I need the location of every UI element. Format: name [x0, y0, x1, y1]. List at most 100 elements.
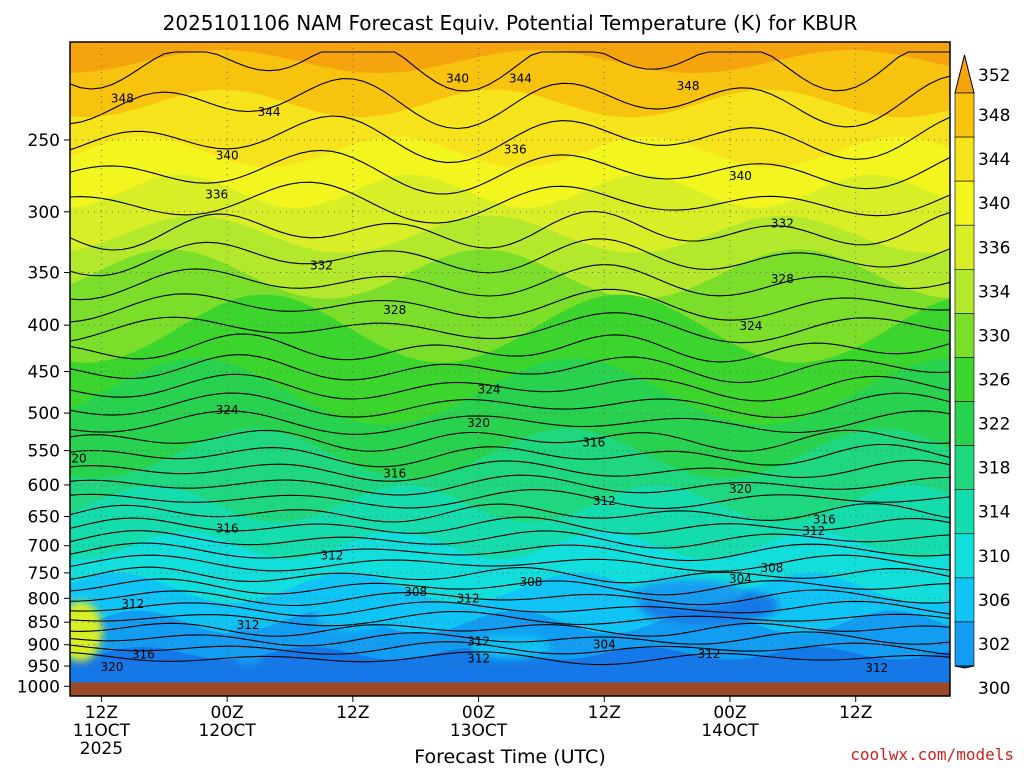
contour-line: [70, 288, 950, 323]
contour-line: [70, 503, 950, 523]
colorbar-segment: [954, 577, 975, 623]
y-tick-label: 650: [28, 507, 60, 527]
contour-label: 312: [865, 661, 888, 675]
y-tick-label: 350: [28, 264, 60, 284]
colorbar-segment: [954, 224, 975, 270]
credit-text: coolwx.com/models: [850, 745, 1014, 764]
contour-line: [70, 516, 950, 535]
contour-label: 324: [216, 403, 239, 417]
colorbar-bottom-arrow: [954, 665, 975, 669]
colorbar-label: 352: [978, 66, 1010, 86]
colorbar-label: 330: [978, 326, 1010, 346]
x-tick-label: 12Z: [336, 703, 369, 723]
contour-label: 340: [446, 72, 469, 86]
contour-label: 332: [310, 259, 333, 273]
contour-label: 312: [457, 591, 480, 605]
contour-line: [70, 651, 950, 666]
colorbar-label: 306: [978, 591, 1010, 611]
colorbar-label: 310: [978, 547, 1010, 567]
colorbar-segment: [954, 180, 975, 226]
colorbar-segment: [954, 445, 975, 490]
contour-label: 328: [771, 272, 794, 286]
y-tick-label: 500: [28, 404, 60, 424]
contour-label: 320: [100, 660, 123, 674]
colorbar-label: 344: [978, 150, 1010, 170]
contour-label: 308: [519, 575, 542, 589]
contour-label: 320: [64, 451, 87, 465]
contour-label: 312: [593, 494, 616, 508]
x-tick-label: 00Z: [462, 703, 495, 723]
x-tick-label: 11OCT: [73, 721, 131, 741]
plot-frame: [69, 41, 951, 697]
contour-label: 304: [729, 572, 752, 586]
contour-line: [70, 181, 950, 224]
x-tick-label: 12Z: [588, 703, 621, 723]
colorbar-segment: [954, 269, 975, 314]
contour-line: [70, 392, 950, 418]
contour-line: [70, 264, 950, 301]
grid-lines: [70, 42, 950, 696]
colorbar-segment: [954, 313, 975, 358]
colorbar-label: 326: [978, 371, 1010, 391]
chart-title: 2025101106 NAM Forecast Equiv. Potential…: [163, 11, 858, 35]
contour-label: 340: [216, 148, 239, 162]
contour-lines: [70, 51, 950, 666]
colorbar-segment: [954, 357, 975, 402]
contour-label: 324: [478, 383, 501, 397]
contour-label: 308: [760, 561, 783, 575]
colorbar-label: 314: [978, 503, 1010, 523]
contour-label: 312: [467, 652, 490, 666]
colorbar-segment: [954, 489, 975, 535]
x-tick-label: 00Z: [713, 703, 746, 723]
contour-line: [70, 610, 950, 627]
contour-label: 316: [383, 467, 406, 481]
colorbar-top-arrow: [954, 54, 975, 94]
contour-line: [70, 474, 950, 496]
contour-line: [70, 312, 950, 344]
y-tick-label: 600: [28, 476, 60, 496]
y-tick-label: 750: [28, 564, 60, 584]
x-axis-label: Forecast Time (UTC): [414, 746, 605, 768]
y-tick-label: 800: [28, 589, 60, 609]
colorbar-segment: [954, 92, 975, 138]
contour-line: [70, 354, 950, 384]
colorbar-label: 302: [978, 635, 1010, 655]
plot-area: 348 344 340 340 344 336 348 340 336 332 332 328 328 3…: [64, 42, 950, 696]
y-tick-label: 450: [28, 363, 60, 383]
y-tick-label: 550: [28, 442, 60, 462]
colorbar-label: 340: [978, 194, 1010, 214]
colorbar-label: 318: [978, 459, 1010, 479]
contour-label: 316: [582, 436, 605, 450]
contour-line: [70, 622, 950, 637]
contour-line: [70, 641, 950, 656]
contour-line: [70, 75, 950, 130]
y-tick-label: 400: [28, 316, 60, 336]
contour-label: 312: [121, 597, 144, 611]
x-tick-label: 14OCT: [701, 721, 759, 741]
x-tick-label: 13OCT: [450, 721, 508, 741]
contour-line: [70, 51, 950, 92]
contour-label: 320: [467, 416, 490, 430]
contour-line: [70, 566, 950, 584]
contour-line: [70, 542, 950, 562]
contour-label: 344: [509, 72, 532, 86]
contour-label: 328: [383, 303, 406, 317]
contour-line: [70, 600, 950, 617]
contour-line: [70, 589, 950, 607]
contour-line: [70, 429, 950, 452]
contour-label: 336: [504, 142, 527, 156]
y-tick-label: 850: [28, 613, 60, 633]
contour-line: [70, 238, 950, 277]
contour-line: [70, 554, 950, 572]
theta-e-field: [70, 42, 950, 696]
x-tick-label: 12Z: [839, 703, 872, 723]
contour-labels: 348 344 340 340 344 336 348 340 336 332 332 328 328 3…: [64, 72, 888, 675]
y-tick-label: 950: [28, 657, 60, 677]
contour-label: 316: [132, 648, 155, 662]
contour-line: [70, 333, 950, 363]
y-tick-label: 300: [28, 203, 60, 223]
colorbar-segment: [954, 621, 975, 667]
contour-label: 312: [698, 647, 721, 661]
